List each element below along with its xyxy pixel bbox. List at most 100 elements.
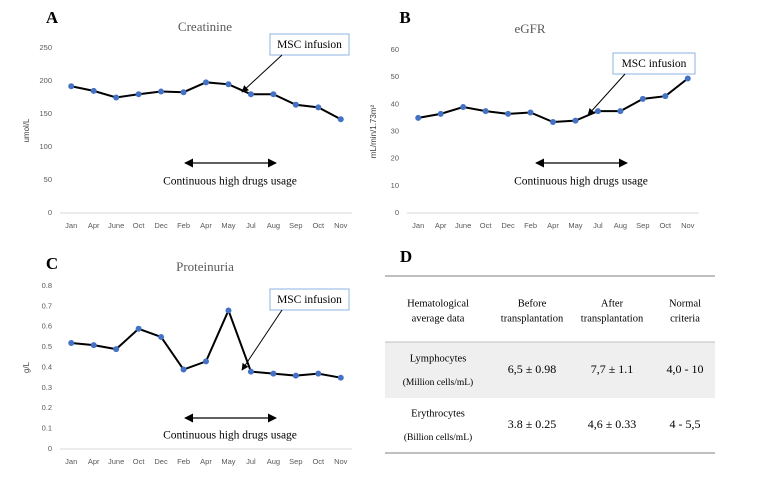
- data-point: [113, 346, 120, 353]
- data-point: [550, 118, 556, 125]
- panel-label: A: [46, 8, 59, 27]
- y-tick-label: 150: [39, 109, 52, 118]
- y-tick-label: 0.4: [42, 362, 52, 371]
- data-point: [247, 368, 254, 375]
- x-tick-label: Apr: [435, 221, 447, 230]
- data-point: [460, 104, 467, 111]
- data-point: [337, 116, 344, 123]
- data-point: [135, 325, 142, 332]
- y-tick-label: 50: [44, 175, 52, 184]
- x-tick-label: Jan: [65, 457, 77, 466]
- x-tick-label: Aug: [614, 221, 627, 230]
- annotation-box: [269, 288, 350, 311]
- annotation: Continuous high drugs usage: [163, 430, 297, 442]
- table-header: average data: [412, 313, 465, 324]
- y-tick-label: 0.8: [42, 281, 52, 290]
- panel-label: B: [399, 8, 410, 27]
- x-tick-label: Aug: [267, 221, 280, 230]
- x-tick-label: Aug: [267, 457, 280, 466]
- data-point: [135, 91, 142, 98]
- x-tick-label: Nov: [681, 221, 695, 230]
- x-tick-label: Apr: [200, 457, 212, 466]
- x-tick-label: Sep: [289, 221, 302, 230]
- x-tick-label: Oct: [480, 221, 493, 230]
- data-point: [113, 94, 120, 101]
- table-header: transplantation: [581, 313, 644, 324]
- y-tick-label: 10: [391, 181, 399, 190]
- y-tick-label: 100: [39, 142, 52, 151]
- panel-label: C: [46, 254, 58, 273]
- x-tick-label: May: [568, 221, 582, 230]
- x-tick-label: Oct: [659, 221, 672, 230]
- data-point: [437, 110, 444, 117]
- data-point: [180, 366, 187, 373]
- table-cell: 4,6 ± 0.33: [588, 417, 637, 431]
- chart-title: eGFR: [514, 21, 545, 36]
- table-header: Hematological: [407, 298, 469, 309]
- row-label: Erythrocytes: [411, 408, 465, 419]
- data-point: [270, 91, 277, 98]
- x-tick-label: Nov: [334, 221, 348, 230]
- y-axis-label: g/L: [22, 361, 31, 373]
- annotation: MSC infusion: [622, 58, 687, 70]
- data-point: [639, 95, 646, 102]
- data-point: [225, 307, 232, 314]
- data-point: [158, 333, 165, 340]
- annotation: Continuous high drugs usage: [514, 176, 648, 188]
- y-tick-label: 0: [48, 444, 52, 453]
- table-cell: 4,0 - 10: [667, 362, 704, 376]
- data-point: [90, 87, 97, 94]
- table-header: After: [601, 298, 624, 309]
- x-tick-label: Oct: [133, 221, 146, 230]
- table-cell: 6,5 ± 0.98: [508, 362, 557, 376]
- x-tick-label: Jul: [593, 221, 603, 230]
- x-tick-label: Oct: [312, 457, 325, 466]
- data-point: [337, 374, 344, 381]
- x-tick-label: Apr: [88, 221, 100, 230]
- data-point: [180, 89, 187, 96]
- data-point: [415, 114, 422, 121]
- y-tick-label: 20: [391, 154, 399, 163]
- data-point: [68, 340, 75, 347]
- data-point: [292, 101, 299, 108]
- annotation: MSC infusion: [277, 39, 342, 51]
- x-tick-label: Sep: [636, 221, 649, 230]
- x-tick-label: Oct: [312, 221, 325, 230]
- annotation-box: [269, 33, 350, 56]
- data-line: [71, 307, 341, 379]
- y-axis-label: umol/L: [22, 118, 31, 143]
- data-point: [482, 108, 489, 115]
- row-band: [385, 342, 715, 398]
- x-tick-label: Feb: [524, 221, 537, 230]
- table-cell: 7,7 ± 1.1: [591, 362, 634, 376]
- y-tick-label: 0.2: [42, 403, 52, 412]
- x-tick-label: June: [108, 457, 124, 466]
- data-point: [68, 83, 75, 90]
- data-point: [292, 372, 299, 379]
- x-tick-label: Apr: [200, 221, 212, 230]
- x-tick-label: Dec: [154, 457, 168, 466]
- x-tick-label: Jul: [246, 457, 256, 466]
- x-tick-label: May: [221, 457, 235, 466]
- y-tick-label: 0: [48, 208, 52, 217]
- x-tick-label: June: [108, 221, 124, 230]
- data-point: [90, 342, 97, 349]
- data-point: [247, 91, 254, 98]
- x-tick-label: Apr: [547, 221, 559, 230]
- y-tick-label: 0.3: [42, 383, 52, 392]
- x-tick-label: June: [455, 221, 471, 230]
- y-tick-label: 250: [39, 43, 52, 52]
- x-tick-label: Dec: [501, 221, 515, 230]
- data-point: [662, 93, 669, 100]
- chart-title: Proteinuria: [176, 259, 234, 274]
- y-tick-label: 60: [391, 45, 399, 54]
- data-point: [572, 117, 579, 124]
- data-line: [418, 77, 689, 124]
- row-label: (Billion cells/mL): [404, 432, 472, 443]
- data-point: [594, 108, 601, 115]
- data-line: [71, 81, 342, 121]
- y-tick-label: 0.5: [42, 342, 52, 351]
- y-tick-label: 0: [395, 208, 399, 217]
- annotation-arrow: [587, 73, 626, 116]
